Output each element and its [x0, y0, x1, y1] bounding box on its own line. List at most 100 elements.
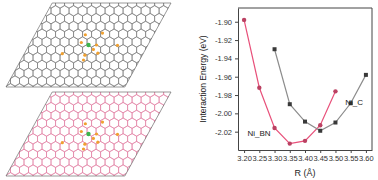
- tick-mark: [235, 22, 238, 23]
- lattice-border: [6, 92, 171, 176]
- lattice-atom: [96, 141, 99, 144]
- tick-mark: [235, 77, 238, 78]
- lattice-atom: [80, 41, 83, 44]
- tick-label: 3.55: [344, 154, 359, 163]
- tick-mark: [290, 150, 291, 153]
- lattice-bonds: [0, 79, 195, 180]
- tick: 3.55: [344, 150, 359, 163]
- tick-mark: [366, 150, 367, 153]
- lattice-atom: [116, 44, 119, 47]
- tick: 3.35: [283, 150, 298, 163]
- axis-line: [238, 9, 239, 151]
- tick-label: 3.25: [253, 154, 268, 163]
- lattice-atom: [116, 133, 119, 136]
- lattice-panel: [0, 0, 195, 102]
- x-axis: 3.203.253.303.353.403.453.503.553.60: [237, 150, 373, 163]
- tick-label: 3.40: [298, 154, 313, 163]
- lattice-atom: [101, 31, 104, 34]
- frame: [238, 8, 372, 9]
- tick-label: 3.50: [329, 154, 344, 163]
- lattice-atom: [95, 43, 98, 46]
- series-label: Ni_BN: [247, 129, 270, 138]
- tick-label: -1.92: [215, 36, 232, 45]
- tick-mark: [235, 132, 238, 133]
- lattice-grid: [0, 79, 195, 180]
- point: [333, 121, 337, 125]
- tick: -1.94: [215, 54, 238, 63]
- tick-label: -1.94: [215, 54, 232, 63]
- tick: -1.90: [215, 18, 238, 27]
- lattice-atom: [95, 132, 98, 135]
- lattice-atom: [84, 122, 87, 125]
- tick: 3.25: [253, 150, 268, 163]
- point: [333, 89, 337, 93]
- point: [303, 139, 307, 143]
- frame: [372, 8, 373, 150]
- tick: -1.92: [215, 36, 238, 45]
- point: [288, 141, 292, 145]
- lattice-border: [6, 3, 171, 87]
- series-label: Ni_C: [345, 98, 363, 107]
- tick-label: -2.02: [215, 128, 232, 137]
- tick: -1.98: [215, 91, 238, 100]
- tick-mark: [320, 150, 321, 153]
- tick: 3.20: [237, 150, 252, 163]
- y-axis-title: Interaction Energy (eV): [198, 35, 208, 123]
- point: [272, 126, 276, 130]
- lattice-atom: [61, 141, 64, 144]
- point: [318, 123, 322, 127]
- tick-mark: [244, 150, 245, 153]
- tick-label: 3.45: [313, 154, 328, 163]
- lattice-atom: [83, 54, 86, 57]
- lattice-atom: [82, 147, 85, 150]
- tick-label: -1.98: [215, 91, 232, 100]
- tick: -2.00: [215, 109, 238, 118]
- lattice-metal: [86, 132, 90, 136]
- point: [288, 102, 292, 106]
- lattice-atom: [96, 52, 99, 55]
- tick-mark: [305, 150, 306, 153]
- series-line: [275, 49, 366, 131]
- x-axis-title: R (Å): [295, 168, 316, 178]
- tick: 3.40: [298, 150, 313, 163]
- y-axis: -2.02 -2.00 -1.98 -1.96 -1.94 -1.92 -1.90: [215, 9, 239, 151]
- tick-mark: [235, 40, 238, 41]
- lattice-grid: [0, 0, 195, 102]
- point: [242, 18, 246, 22]
- tick: 3.30: [268, 150, 283, 163]
- lattice-atom: [61, 52, 64, 55]
- tick-label: -2.00: [215, 109, 232, 118]
- point: [273, 47, 277, 51]
- tick: 3.60: [359, 150, 374, 163]
- lattice-atom: [101, 120, 104, 123]
- lattice-atom: [82, 58, 85, 61]
- point: [303, 120, 307, 124]
- tick-label: -1.96: [215, 73, 232, 82]
- tick-mark: [275, 150, 276, 153]
- series-line: [244, 20, 335, 144]
- tick-mark: [335, 150, 336, 153]
- point: [257, 86, 261, 90]
- tick: 3.45: [313, 150, 328, 163]
- tick-label: 3.20: [237, 154, 252, 163]
- point: [318, 129, 322, 133]
- point: [364, 73, 368, 77]
- lattice-metal: [86, 43, 90, 47]
- lattice-bonds: [0, 0, 195, 102]
- lattice-atom: [80, 130, 83, 133]
- tick-mark: [351, 150, 352, 153]
- tick-label: 3.35: [283, 154, 298, 163]
- plot: 3.203.253.303.353.403.453.503.553.60-2.0…: [215, 8, 374, 163]
- tick-mark: [235, 113, 238, 114]
- tick: 3.50: [329, 150, 344, 163]
- marks: [242, 18, 368, 146]
- tick-label: 3.30: [268, 154, 283, 163]
- tick-mark: [235, 58, 238, 59]
- lattice-atom: [92, 137, 95, 140]
- tick-mark: [235, 95, 238, 96]
- tick: -2.02: [215, 128, 238, 137]
- lattice-atom: [92, 48, 95, 51]
- tick: -1.96: [215, 73, 238, 82]
- tick-mark: [259, 150, 260, 153]
- tick-label: 3.60: [359, 154, 374, 163]
